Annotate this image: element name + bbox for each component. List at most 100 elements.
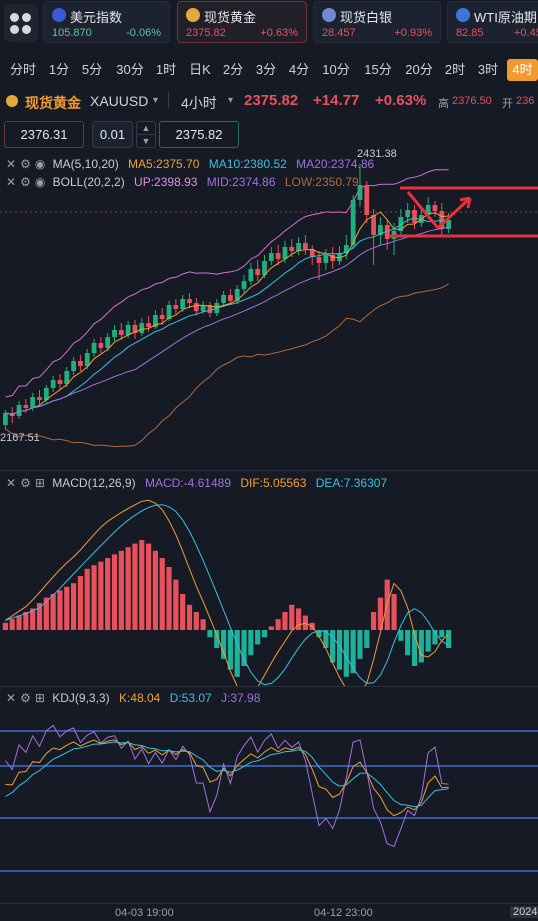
interval-tab[interactable]: 4分	[288, 62, 310, 77]
close-icon[interactable]: ✕	[6, 157, 17, 171]
settings-icon[interactable]: ⚙	[20, 157, 31, 171]
interval-tab[interactable]: 1时	[155, 62, 177, 77]
gold-icon	[186, 8, 200, 22]
quote-card-gold[interactable]: 现货黄金 2375.82 +0.63%	[177, 1, 307, 43]
app-menu-icon[interactable]	[4, 4, 38, 42]
dif-value: DIF:5.05563	[240, 476, 307, 490]
quote-card-silver[interactable]: 现货白银 28.457 +0.93%	[313, 1, 441, 43]
kdj-chart[interactable]	[0, 705, 538, 901]
interval-tab[interactable]: 30分	[116, 62, 144, 77]
macd-bar	[77, 576, 83, 630]
lot-size-input[interactable]: 0.01	[92, 121, 133, 148]
quote-card-wti[interactable]: WTI原油期 82.85 +0.45%	[447, 1, 538, 43]
kdj-label: KDJ(9,3,3)	[52, 691, 110, 705]
candle-body	[173, 305, 179, 309]
settings-icon[interactable]: ⚙	[20, 691, 31, 705]
quote-name: 美元指数	[70, 10, 123, 25]
symbol-code[interactable]: XAUUSD	[90, 93, 149, 109]
candle-body	[357, 185, 363, 200]
x-cursor-label: 2024	[510, 906, 538, 918]
symbol-name[interactable]: 现货黄金	[25, 95, 81, 111]
candle-body	[30, 397, 36, 408]
open-label: 开	[502, 98, 513, 110]
macd-bar	[16, 615, 22, 630]
macd-bar	[105, 558, 111, 630]
close-icon[interactable]: ✕	[6, 175, 17, 189]
candle-body	[78, 361, 83, 366]
ma20-value: MA20:2374.86	[296, 157, 375, 171]
chevron-down-icon[interactable]: ▼	[141, 136, 151, 146]
eye-icon[interactable]: ◉	[34, 175, 46, 189]
macd-bar	[173, 579, 179, 630]
macd-bar	[207, 630, 213, 638]
quote-change: +0.63%	[260, 27, 298, 39]
macd-bar	[36, 603, 43, 630]
chevron-down-icon[interactable]: ▾	[153, 95, 159, 106]
interval-tab[interactable]: 15分	[364, 62, 392, 77]
interval-tab[interactable]: 10分	[322, 62, 350, 77]
d-line	[5, 741, 449, 808]
interval-tab[interactable]: 分时	[9, 62, 36, 77]
interval-tab[interactable]: 20分	[405, 62, 433, 77]
interval-tab[interactable]: 2时	[444, 62, 466, 77]
candle-body	[159, 315, 165, 319]
interval-tab[interactable]: 3时	[477, 62, 499, 77]
chevron-up-icon[interactable]: ▲	[137, 122, 155, 135]
candle-body	[432, 205, 438, 211]
macd-bar	[125, 547, 131, 630]
quote-price: 28.457	[322, 27, 356, 39]
expand-icon[interactable]: ⊞	[34, 691, 45, 705]
boll-label: BOLL(20,2,2)	[52, 175, 125, 189]
ma10-value: MA10:2380.52	[208, 157, 287, 171]
ma5-value: MA5:2375.70	[128, 157, 200, 171]
candle-body	[153, 315, 158, 327]
quote-card-dxy[interactable]: 美元指数 105.870 -0.06%	[43, 1, 170, 43]
settings-icon[interactable]: ⚙	[20, 175, 31, 189]
interval-tab[interactable]: 3分	[255, 62, 277, 77]
candle-body	[23, 405, 29, 408]
eye-icon[interactable]: ◉	[34, 157, 46, 171]
candle-body	[275, 253, 281, 259]
interval-tab[interactable]: 日K	[189, 62, 211, 77]
quote-name: 现货白银	[340, 10, 393, 25]
macd-chart[interactable]	[0, 490, 538, 686]
x-tick-label: 04-12 23:00	[314, 907, 373, 919]
open-value: 236	[516, 95, 535, 107]
boll-upper-line	[5, 169, 449, 398]
macd-bar	[289, 604, 295, 630]
interval-tab-selected[interactable]: 4时	[507, 59, 538, 81]
forecast-arrow-path[interactable]	[406, 191, 472, 231]
macd-bar	[418, 630, 424, 663]
ask-price-box[interactable]: 2375.82	[159, 121, 239, 148]
macd-bar	[186, 604, 193, 630]
candle-body	[289, 247, 295, 251]
macd-bar	[296, 608, 302, 630]
macd-bar	[405, 630, 411, 656]
interval-tab[interactable]: 1分	[48, 62, 70, 77]
candle-body	[221, 295, 226, 303]
close-icon[interactable]: ✕	[6, 476, 17, 490]
kdj-legend: ✕ ⚙ ⊞ KDJ(9,3,3) K:48.04 D:53.07 J:37.98	[6, 691, 260, 705]
bid-price-box[interactable]: 2376.31	[4, 121, 84, 148]
chevron-down-icon[interactable]: ▾	[228, 95, 234, 106]
settings-icon[interactable]: ⚙	[20, 476, 31, 490]
macd-bar	[343, 630, 349, 677]
symbol-row: 现货黄金 XAUUSD ▾ 4小时 ▾ 2375.82 +14.77 +0.63…	[0, 90, 538, 114]
expand-icon[interactable]: ⊞	[34, 476, 45, 490]
macd-bar	[439, 630, 445, 638]
macd-bar	[71, 583, 77, 630]
lot-stepper[interactable]: ▲ ▼	[136, 121, 156, 148]
interval-tab[interactable]: 5分	[81, 62, 103, 77]
quote-change: +0.93%	[394, 27, 432, 39]
candle-body	[248, 269, 254, 281]
price-chart[interactable]: 2431.38 2167.51	[0, 140, 538, 470]
quote-bar: 美元指数 105.870 -0.06% 现货黄金 2375.82 +0.63% …	[0, 0, 538, 46]
candle-body	[57, 380, 63, 384]
candle-body	[139, 323, 145, 333]
boll-up-value: UP:2398.93	[134, 175, 198, 189]
interval-tab[interactable]: 2分	[222, 62, 244, 77]
candle-body	[84, 353, 90, 366]
close-icon[interactable]: ✕	[6, 691, 17, 705]
period-select[interactable]: 4小时	[181, 95, 217, 111]
candle-body	[343, 245, 349, 253]
